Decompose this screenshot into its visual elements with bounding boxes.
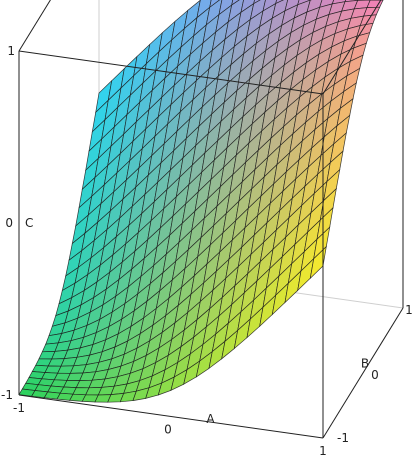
y-tick-label: 1 xyxy=(405,303,413,317)
surface-mesh xyxy=(19,0,403,402)
x-tick-label: 0 xyxy=(164,423,172,437)
z-tick-label: 1 xyxy=(7,44,15,58)
y-axis-label: B xyxy=(361,357,369,371)
z-tick-label: -1 xyxy=(1,388,13,402)
y-tick-label: 0 xyxy=(371,368,379,382)
z-tick-label: 0 xyxy=(5,216,13,230)
x-tick-label: 1 xyxy=(319,444,327,458)
box-edge xyxy=(323,308,403,438)
z-axis-label: C xyxy=(25,216,33,230)
x-tick-label: -1 xyxy=(13,401,25,415)
x-axis-label: A xyxy=(206,412,215,426)
box-edge xyxy=(19,0,99,51)
y-tick-label: -1 xyxy=(337,431,349,445)
